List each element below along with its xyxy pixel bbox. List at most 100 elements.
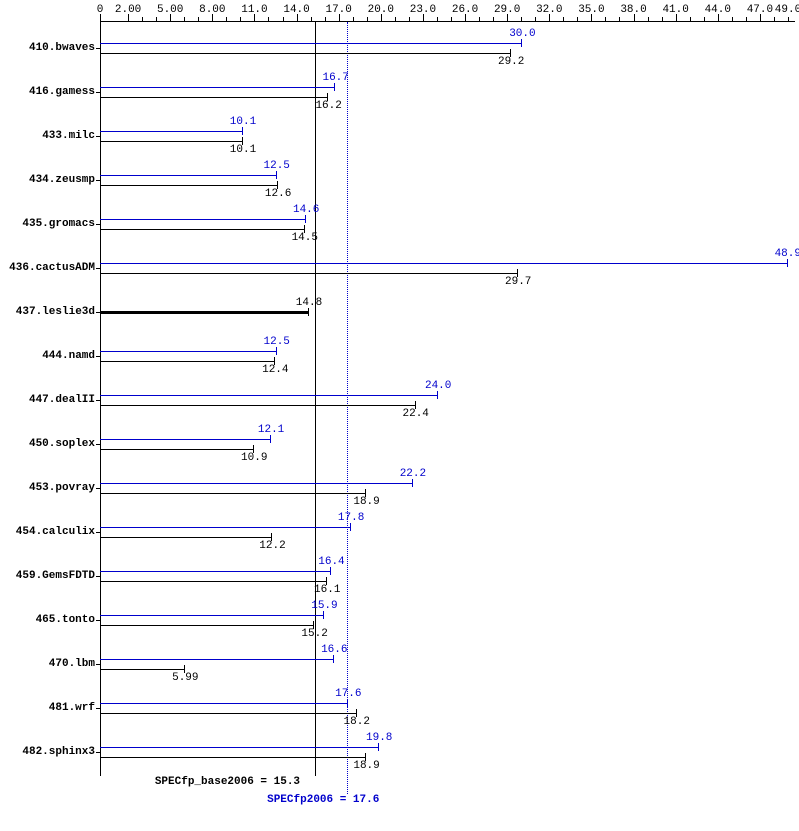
bar-peak (100, 131, 242, 132)
value-base: 12.2 (259, 540, 285, 552)
bar-peak (100, 659, 333, 660)
row-tick (96, 664, 100, 665)
footer-peak-label: SPECfp2006 = 17.6 (267, 794, 379, 806)
benchmark-label: 482.sphinx3 (3, 746, 95, 758)
row-tick (96, 268, 100, 269)
row-tick (96, 488, 100, 489)
bar-base (100, 97, 327, 98)
x-tick-minor (198, 17, 199, 22)
value-base: 12.4 (262, 364, 288, 376)
row-tick (96, 136, 100, 137)
benchmark-label: 450.soplex (3, 438, 95, 450)
bar-peak (100, 395, 437, 396)
value-peak: 16.6 (321, 644, 347, 656)
bar-base (100, 449, 253, 450)
bar-base (100, 185, 277, 186)
row-tick (96, 444, 100, 445)
benchmark-label: 470.lbm (3, 658, 95, 670)
value-peak: 12.5 (264, 336, 290, 348)
value-base: 22.4 (403, 408, 429, 420)
value-peak: 16.4 (318, 556, 344, 568)
ref-line-base (315, 22, 316, 776)
bar-peak-cap (242, 127, 243, 135)
benchmark-label: 454.calculix (3, 526, 95, 538)
bar-base (100, 53, 510, 54)
x-tick-label: 38.0 (620, 4, 646, 16)
x-tick-minor (325, 17, 326, 22)
value-peak: 14.6 (293, 204, 319, 216)
row-tick (96, 708, 100, 709)
value-base: 29.7 (505, 276, 531, 288)
value-base: 18.9 (353, 496, 379, 508)
x-tick-minor (283, 17, 284, 22)
x-tick-minor (690, 17, 691, 22)
x-tick-minor (367, 17, 368, 22)
x-tick-label: 41.0 (662, 4, 688, 16)
value-base: 14.5 (292, 232, 318, 244)
x-tick-minor (156, 17, 157, 22)
x-tick-minor (521, 17, 522, 22)
bar-peak (100, 439, 270, 440)
x-tick-label: 11.0 (241, 4, 267, 16)
value-peak: 10.1 (230, 116, 256, 128)
value-peak: 12.5 (264, 160, 290, 172)
bar-basepeak (100, 311, 308, 314)
row-tick (96, 92, 100, 93)
value-peak: 17.8 (338, 512, 364, 524)
value-base: 10.1 (230, 144, 256, 156)
row-tick (96, 752, 100, 753)
value-peak: 15.9 (311, 600, 337, 612)
x-tick-minor (240, 17, 241, 22)
x-axis-line (100, 21, 795, 22)
bar-base (100, 493, 365, 494)
bar-base (100, 141, 242, 142)
value-peak: 48.9 (775, 248, 799, 260)
x-tick-minor (437, 17, 438, 22)
value-basepeak: 14.8 (296, 297, 322, 309)
bar-peak (100, 615, 323, 616)
value-base: 29.2 (498, 56, 524, 68)
bar-peak-cap (330, 567, 331, 575)
bar-base (100, 757, 365, 758)
bar-peak-cap (437, 391, 438, 399)
value-base: 12.6 (265, 188, 291, 200)
bar-basepeak-cap (308, 308, 309, 316)
x-tick-label: 35.0 (578, 4, 604, 16)
x-tick-minor (746, 17, 747, 22)
benchmark-label: 444.namd (3, 350, 95, 362)
bar-peak (100, 527, 350, 528)
x-tick-label: 20.0 (368, 4, 394, 16)
x-tick-minor (619, 17, 620, 22)
bar-base (100, 713, 356, 714)
x-tick-label: 26.0 (452, 4, 478, 16)
x-tick-label: 17.0 (325, 4, 351, 16)
bar-peak (100, 175, 276, 176)
footer-base-label: SPECfp_base2006 = 15.3 (155, 776, 300, 788)
x-tick-minor (268, 17, 269, 22)
x-tick-label: 5.00 (157, 4, 183, 16)
x-tick-minor (648, 17, 649, 22)
row-tick (96, 180, 100, 181)
value-base: 18.2 (344, 716, 370, 728)
benchmark-label: 410.bwaves (3, 42, 95, 54)
bar-peak-cap (350, 523, 351, 531)
row-tick (96, 48, 100, 49)
x-tick-minor (409, 17, 410, 22)
bar-peak (100, 703, 347, 704)
bar-base (100, 405, 415, 406)
benchmark-label: 416.gamess (3, 86, 95, 98)
x-tick-label: 44.0 (705, 4, 731, 16)
benchmark-label: 481.wrf (3, 702, 95, 714)
value-base: 16.1 (314, 584, 340, 596)
bar-peak-cap (270, 435, 271, 443)
x-tick-minor (662, 17, 663, 22)
x-tick-minor (605, 17, 606, 22)
bar-peak (100, 747, 378, 748)
value-peak: 24.0 (425, 380, 451, 392)
x-tick-label: 29.0 (494, 4, 520, 16)
x-tick-minor (311, 17, 312, 22)
x-tick-label: 47.0 (747, 4, 773, 16)
row-tick (96, 532, 100, 533)
x-tick-minor (493, 17, 494, 22)
x-tick-minor (732, 17, 733, 22)
